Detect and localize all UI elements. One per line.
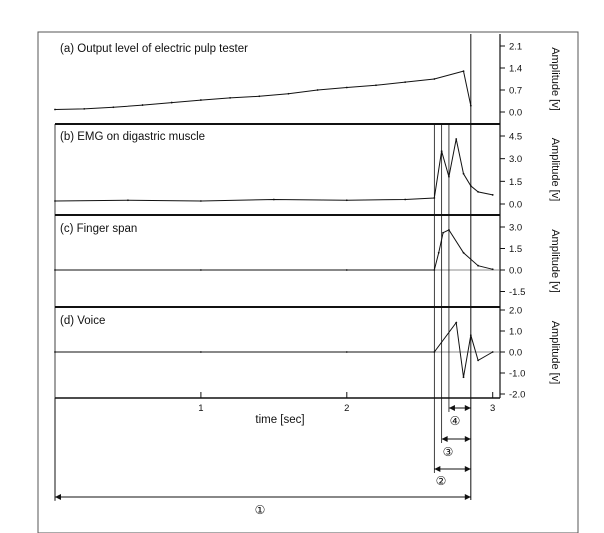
data-point bbox=[442, 231, 444, 234]
panel-d-title: (d) Voice bbox=[60, 315, 105, 327]
data-point bbox=[345, 269, 348, 271]
data-point bbox=[462, 70, 465, 73]
y-axis-label: Amplitude [v] bbox=[549, 138, 561, 202]
data-point bbox=[491, 268, 494, 271]
x-tick-label: 3 bbox=[490, 403, 495, 414]
data-point bbox=[477, 359, 480, 362]
y-tick-label: 0.7 bbox=[509, 86, 522, 97]
data-point bbox=[375, 84, 377, 87]
data-point bbox=[127, 199, 129, 202]
interval-arrow-head-left bbox=[55, 494, 61, 500]
data-point bbox=[477, 264, 480, 267]
y-tick-label: 0.0 bbox=[509, 348, 522, 359]
panel-d: (d) Voice bbox=[60, 315, 105, 327]
data-point bbox=[200, 351, 202, 353]
y-tick-label: -2.0 bbox=[509, 390, 525, 401]
interval-marker-4: ④ bbox=[450, 414, 461, 428]
data-point bbox=[83, 107, 86, 110]
panel-a: (a) Output level of electric pulp tester bbox=[60, 43, 248, 55]
data-point bbox=[491, 351, 494, 353]
y-tick-label: 2.0 bbox=[509, 306, 522, 317]
interval-marker-1: ① bbox=[255, 503, 266, 517]
data-point bbox=[229, 96, 231, 99]
series-line bbox=[54, 138, 493, 202]
y-tick-label: 0.0 bbox=[509, 108, 522, 119]
interval-arrow-head-left bbox=[448, 405, 455, 411]
y-tick-label: 0.0 bbox=[509, 266, 522, 277]
data-point bbox=[477, 191, 480, 193]
chart-marks: 2.1 1.4 0.7 0.0 Amplitude [v] 4.5 3.0 1.5 0.0 Amp… bbox=[54, 34, 561, 501]
series-line bbox=[54, 70, 472, 110]
data-point bbox=[455, 321, 458, 324]
interval-arrow-head-right bbox=[464, 436, 471, 442]
panel-b: (b) EMG on digastric muscle bbox=[60, 131, 205, 143]
data-point bbox=[433, 78, 436, 80]
outer-frame bbox=[37, 31, 579, 533]
x-axis-label: time [sec] bbox=[255, 414, 304, 426]
data-point bbox=[437, 251, 440, 254]
data-point bbox=[112, 106, 115, 109]
data-point bbox=[462, 251, 465, 254]
data-point bbox=[316, 89, 319, 91]
data-point bbox=[272, 198, 275, 201]
data-point bbox=[404, 81, 407, 84]
data-point bbox=[141, 104, 144, 106]
panel-b-title: (b) EMG on digastric muscle bbox=[60, 131, 205, 143]
data-point bbox=[287, 92, 290, 95]
data-point bbox=[345, 199, 348, 202]
y-axis-label: Amplitude [v] bbox=[549, 229, 561, 293]
data-point bbox=[462, 376, 465, 379]
y-tick-label: 3.0 bbox=[509, 154, 522, 165]
interval-arrow-head-left bbox=[434, 466, 441, 472]
series-line bbox=[55, 321, 493, 378]
data-point bbox=[345, 86, 348, 89]
panel-c: (c) Finger span bbox=[60, 223, 137, 235]
x-tick-label: 2 bbox=[344, 403, 349, 414]
y-tick-label: -1.0 bbox=[509, 369, 525, 380]
data-point bbox=[404, 198, 407, 201]
data-point bbox=[54, 108, 56, 111]
y-tick-label: 1.5 bbox=[509, 244, 522, 255]
y-axis-label: Amplitude [v] bbox=[549, 321, 561, 385]
data-point bbox=[258, 95, 261, 98]
panel-a-title: (a) Output level of electric pulp tester bbox=[60, 43, 248, 55]
interval-marker-3: ③ bbox=[443, 445, 454, 459]
y-tick-label: 1.5 bbox=[509, 177, 522, 188]
panel-c-title: (c) Finger span bbox=[60, 223, 137, 235]
series-line bbox=[55, 229, 493, 271]
y-tick-label: 3.0 bbox=[509, 223, 522, 234]
data-point bbox=[200, 200, 202, 202]
y-tick-label: -1.5 bbox=[509, 287, 525, 298]
data-point bbox=[200, 99, 202, 101]
x-tick-label: 1 bbox=[198, 403, 203, 414]
y-tick-label: 4.5 bbox=[509, 132, 522, 143]
interval-arrow-head-left bbox=[441, 436, 448, 442]
interval-arrow-head-right bbox=[464, 405, 471, 411]
interval-marker-2: ② bbox=[436, 474, 447, 488]
y-tick-label: 0.0 bbox=[509, 200, 522, 211]
y-axis-label: Amplitude [v] bbox=[549, 47, 561, 111]
data-point bbox=[170, 101, 173, 104]
data-point bbox=[462, 172, 465, 175]
data-point bbox=[455, 138, 458, 140]
data-point bbox=[345, 351, 348, 353]
y-tick-label: 2.1 bbox=[509, 42, 522, 53]
data-point bbox=[491, 194, 494, 196]
interval-arrow-head-right bbox=[464, 466, 471, 472]
interval-arrow-head-right bbox=[464, 494, 471, 500]
data-point bbox=[200, 269, 202, 271]
y-tick-label: 1.0 bbox=[509, 327, 522, 338]
y-tick-label: 1.4 bbox=[509, 64, 522, 75]
